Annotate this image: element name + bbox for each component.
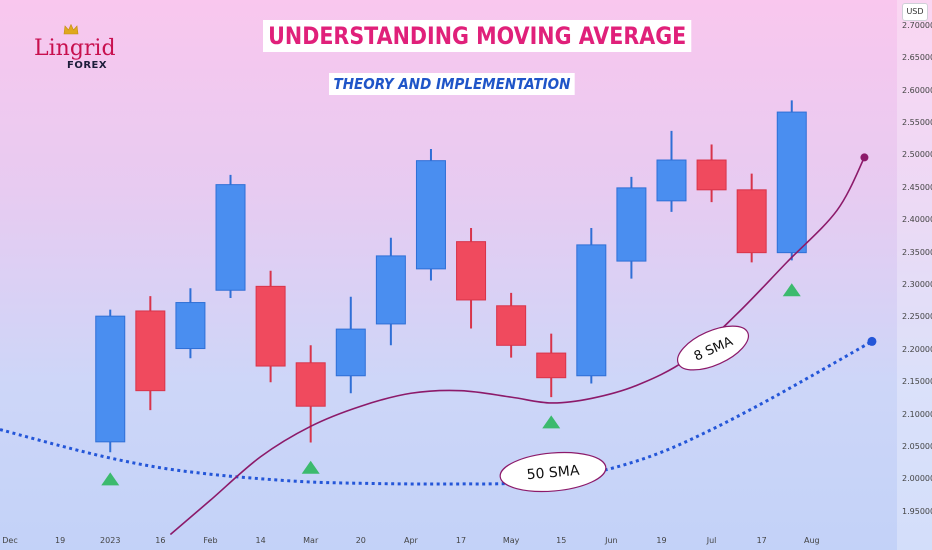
sma-50-layer <box>0 336 877 486</box>
logo-name: Lingrid <box>34 36 116 61</box>
sma-50-label: 50 SMA <box>499 451 607 493</box>
candle-body <box>175 302 206 350</box>
candle-body <box>736 189 767 254</box>
sma-8-line <box>169 157 866 536</box>
y-tick-label: 2.65000 <box>902 53 932 63</box>
candle-body <box>616 187 647 262</box>
chart-subtitle: THEORY AND IMPLEMENTATION <box>329 73 575 95</box>
sma-8-layer <box>169 153 869 536</box>
x-tick-label: 16 <box>155 536 166 545</box>
sma-8-endpoint <box>860 153 869 162</box>
lingrid-logo: Lingrid FOREX <box>34 24 116 74</box>
candle-body <box>415 160 446 270</box>
candle-body <box>496 305 527 346</box>
candle-body <box>335 328 366 377</box>
x-tick-label: Dec <box>2 536 18 545</box>
candle-body <box>456 241 487 301</box>
x-tick-label: 19 <box>656 536 667 545</box>
y-tick-label: 2.50000 <box>902 150 932 160</box>
candle-body <box>536 352 567 379</box>
candle-body <box>656 159 687 202</box>
sma-50-line <box>0 340 873 486</box>
y-tick-label: 2.20000 <box>902 344 932 354</box>
candle-body <box>776 111 807 254</box>
logo-subtext: FOREX <box>67 60 108 71</box>
candle-body <box>135 310 166 392</box>
markers-layer <box>101 283 801 486</box>
candle-body <box>255 285 286 367</box>
candle-body <box>295 362 326 407</box>
candle-body <box>95 315 126 443</box>
signal-triangle-marker <box>782 283 801 297</box>
candle-body <box>576 244 607 377</box>
y-tick-label: 2.25000 <box>902 312 932 322</box>
x-tick-label: 17 <box>455 536 467 545</box>
currency-badge[interactable]: USD <box>902 3 928 21</box>
y-tick-label: 2.45000 <box>902 182 932 192</box>
y-tick-label: 2.35000 <box>902 247 932 257</box>
y-tick-label: 2.55000 <box>902 118 932 128</box>
y-tick-label: 2.15000 <box>902 377 932 387</box>
price-axis <box>897 0 932 550</box>
sma-8-label: 8 SMA <box>677 325 749 371</box>
y-tick-label: 2.05000 <box>902 442 932 452</box>
candlestick-chart <box>0 100 877 536</box>
x-tick-label: Aug <box>803 536 820 545</box>
signal-triangle-marker <box>542 415 561 429</box>
label-layer: 8 SMA 50 SMA <box>499 325 749 493</box>
x-tick-label: 15 <box>556 536 567 545</box>
x-tick-label: 20 <box>355 536 366 545</box>
y-tick-label: 2.60000 <box>902 85 932 95</box>
y-tick-label: 2.30000 <box>902 280 932 290</box>
sma-50-endpoint <box>867 336 877 346</box>
x-tick-label: Feb <box>203 536 218 545</box>
candle-body <box>375 255 406 325</box>
y-tick-label: 1.95000 <box>902 506 932 516</box>
x-tick-label: 17 <box>756 536 767 545</box>
y-tick-label: 2.40000 <box>902 215 932 225</box>
candle-body <box>696 159 727 191</box>
chart-title: UNDERSTANDING MOVING AVERAGE <box>263 20 692 52</box>
x-tick-label: 2023 <box>100 536 121 545</box>
candles-layer <box>95 100 807 453</box>
x-tick-label: 19 <box>55 536 66 545</box>
y-tick-label: 2.70000 <box>902 20 932 30</box>
x-tick-label: Jul <box>706 536 717 545</box>
sma-50-label-text: 50 SMA <box>526 463 580 484</box>
x-tick-label: Jun <box>605 536 618 545</box>
x-tick-label: Mar <box>303 536 319 545</box>
x-tick-label: Apr <box>403 536 418 545</box>
y-tick-label: 2.10000 <box>902 409 932 419</box>
candle-body <box>215 184 246 291</box>
y-tick-label: 2.00000 <box>902 474 932 484</box>
signal-triangle-marker <box>101 472 120 486</box>
signal-triangle-marker <box>301 460 320 474</box>
x-tick-label: May <box>502 536 520 545</box>
x-tick-label: 14 <box>255 536 266 545</box>
crown-icon <box>63 24 79 35</box>
